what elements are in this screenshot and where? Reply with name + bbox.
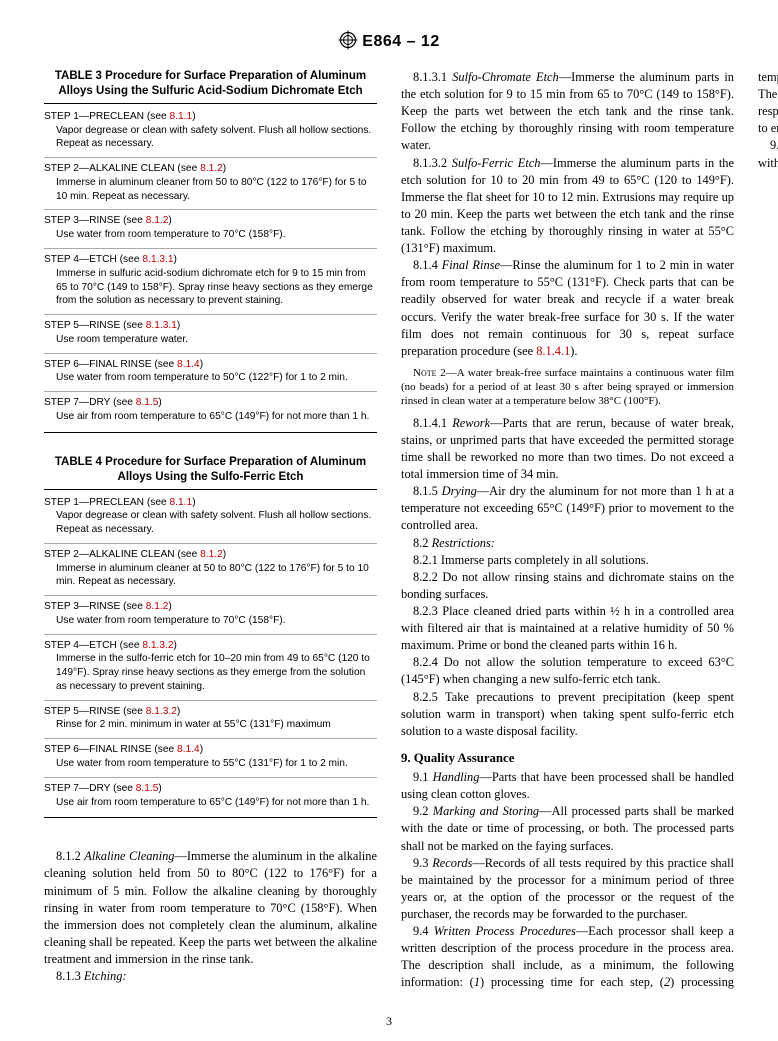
page-header: E864 – 12 [44,30,734,51]
step-xref[interactable]: 8.1.3.2 [142,640,173,651]
note-2: Note 2—A water break-free surface mainta… [401,366,734,409]
table-3-title: TABLE 3 Procedure for Surface Preparatio… [44,69,377,99]
section-9-heading: 9. Quality Assurance [401,750,734,767]
para-9-1: 9.1 Handling—Parts that have been proces… [401,769,734,803]
content-columns: TABLE 3 Procedure for Surface Preparatio… [44,69,734,1007]
step-xref[interactable]: 8.1.1 [170,111,193,122]
table-4: STEP 1—PRECLEAN (see 8.1.1)Vapor degreas… [44,489,377,819]
table-step: STEP 4—ETCH (see 8.1.3.2)Immerse in the … [44,634,377,700]
step-body: Vapor degrease or clean with safety solv… [44,509,377,537]
step-header: STEP 3—RINSE (see 8.1.2) [44,600,377,614]
para-8-1-4-1: 8.1.4.1 Rework—Parts that are rerun, bec… [401,415,734,483]
step-header: STEP 5—RINSE (see 8.1.3.1) [44,319,377,333]
para-8-2-2: 8.2.2 Do not allow rinsing stains and di… [401,569,734,603]
para-8-1-3-2: 8.1.3.2 Sulfo-Ferric Etch—Immerse the al… [401,155,734,258]
step-header: STEP 6—FINAL RINSE (see 8.1.4) [44,743,377,757]
para-8-1-4: 8.1.4 Final Rinse—Rinse the aluminum for… [401,257,734,360]
step-body: Use room temperature water. [44,333,377,347]
para-8-2-4: 8.2.4 Do not allow the solution temperat… [401,654,734,688]
para-8-2-1: 8.2.1 Immerse parts completely in all so… [401,552,734,569]
table-step: STEP 3—RINSE (see 8.1.2)Use water from r… [44,595,377,634]
page-number: 3 [0,1014,778,1029]
table-4-title: TABLE 4 Procedure for Surface Preparatio… [44,455,377,485]
para-8-2-5: 8.2.5 Take precautions to prevent precip… [401,689,734,740]
step-xref[interactable]: 8.1.4 [177,744,200,755]
step-header: STEP 2—ALKALINE CLEAN (see 8.1.2) [44,548,377,562]
step-xref[interactable]: 8.1.2 [146,601,169,612]
para-9-2: 9.2 Marking and Storing—All processed pa… [401,803,734,854]
table-step: STEP 1—PRECLEAN (see 8.1.1)Vapor degreas… [44,106,377,157]
step-body: Use water from room temperature to 50°C … [44,371,377,385]
step-body: Rinse for 2 min. minimum in water at 55°… [44,718,377,732]
table-step: STEP 7—DRY (see 8.1.5)Use air from room … [44,777,377,816]
step-xref[interactable]: 8.1.5 [136,397,159,408]
xref-8-1-4-1[interactable]: 8.1.4.1 [536,344,570,358]
step-header: STEP 1—PRECLEAN (see 8.1.1) [44,110,377,124]
step-body: Immerse in aluminum cleaner at 50 to 80°… [44,562,377,590]
para-8-1-3: 8.1.3 Etching: [44,968,377,985]
step-xref[interactable]: 8.1.3.1 [142,254,173,265]
step-body: Immerse in sulfuric acid-sodium dichroma… [44,267,377,308]
table-step: STEP 5—RINSE (see 8.1.3.2)Rinse for 2 mi… [44,700,377,739]
step-header: STEP 7—DRY (see 8.1.5) [44,396,377,410]
para-9-5: 9.5 Visual Inspection—Parts shall be ins… [758,137,778,171]
para-8-1-5: 8.1.5 Drying—Air dry the aluminum for no… [401,483,734,534]
step-xref[interactable]: 8.1.2 [200,549,223,560]
table-step: STEP 1—PRECLEAN (see 8.1.1)Vapor degreas… [44,492,377,543]
step-body: Use water from room temperature to 70°C … [44,228,377,242]
table-3: STEP 1—PRECLEAN (see 8.1.1)Vapor degreas… [44,103,377,433]
table-step: STEP 7—DRY (see 8.1.5)Use air from room … [44,391,377,430]
step-body: Use air from room temperature to 65°C (1… [44,796,377,810]
step-body: Vapor degrease or clean with safety solv… [44,124,377,152]
step-body: Use water from room temperature to 55°C … [44,757,377,771]
step-header: STEP 4—ETCH (see 8.1.3.2) [44,639,377,653]
table-step: STEP 6—FINAL RINSE (see 8.1.4)Use water … [44,353,377,392]
step-xref[interactable]: 8.1.2 [146,215,169,226]
table-step: STEP 2—ALKALINE CLEAN (see 8.1.2)Immerse… [44,543,377,595]
table-step: STEP 5—RINSE (see 8.1.3.1)Use room tempe… [44,314,377,353]
step-header: STEP 4—ETCH (see 8.1.3.1) [44,253,377,267]
table-step: STEP 6—FINAL RINSE (see 8.1.4)Use water … [44,738,377,777]
para-8-1-3-1: 8.1.3.1 Sulfo-Chromate Etch—Immerse the … [401,69,734,155]
para-8-1-2: 8.1.2 Alkaline Cleaning—Immerse the alum… [44,848,377,968]
step-body: Immerse in the sulfo-ferric etch for 10–… [44,652,377,693]
step-header: STEP 5—RINSE (see 8.1.3.2) [44,705,377,719]
astm-logo-icon [338,30,358,50]
designation: E864 – 12 [362,33,439,50]
step-body: Use air from room temperature to 65°C (1… [44,410,377,424]
step-xref[interactable]: 8.1.5 [136,783,159,794]
step-body: Use water from room temperature to 70°C … [44,614,377,628]
step-body: Immerse in aluminum cleaner from 50 to 8… [44,176,377,204]
step-xref[interactable]: 8.1.3.2 [146,706,177,717]
step-header: STEP 7—DRY (see 8.1.5) [44,782,377,796]
step-header: STEP 2—ALKALINE CLEAN (see 8.1.2) [44,162,377,176]
step-xref[interactable]: 8.1.1 [170,497,193,508]
para-8-2-3: 8.2.3 Place cleaned dried parts within ½… [401,603,734,654]
step-header: STEP 6—FINAL RINSE (see 8.1.4) [44,358,377,372]
table-step: STEP 4—ETCH (see 8.1.3.1)Immerse in sulf… [44,248,377,314]
para-9-3: 9.3 Records—Records of all tests require… [401,855,734,923]
table-step: STEP 2—ALKALINE CLEAN (see 8.1.2)Immerse… [44,157,377,209]
para-8-2: 8.2 Restrictions: [401,535,734,552]
step-xref[interactable]: 8.1.4 [177,359,200,370]
table-step: STEP 3—RINSE (see 8.1.2)Use water from r… [44,209,377,248]
step-header: STEP 3—RINSE (see 8.1.2) [44,214,377,228]
step-header: STEP 1—PRECLEAN (see 8.1.1) [44,496,377,510]
step-xref[interactable]: 8.1.2 [200,163,223,174]
step-xref[interactable]: 8.1.3.1 [146,320,177,331]
